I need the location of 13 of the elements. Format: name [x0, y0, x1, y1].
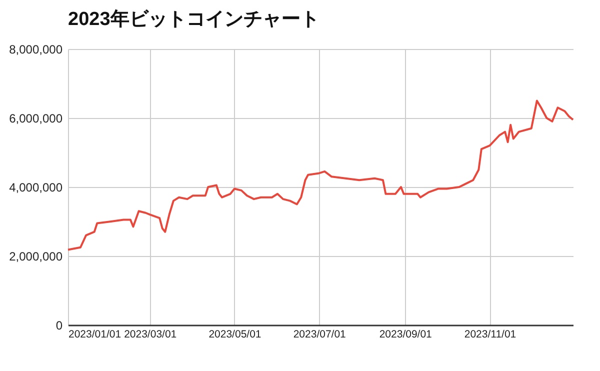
x-tick-label: 2023/09/01 [379, 328, 432, 340]
x-tick-label: 2023/11/01 [464, 328, 516, 340]
chart-title: 2023年ビットコインチャート [68, 9, 320, 30]
y-tick-label: 4,000,000 [9, 180, 63, 194]
y-tick-label: 6,000,000 [9, 112, 63, 126]
y-tick-label: 8,000,000 [9, 42, 63, 56]
x-tick-label: 2023/03/01 [124, 328, 177, 340]
x-tick-label: 2023/05/01 [208, 328, 262, 340]
y-tick-label: 0 [56, 318, 63, 332]
x-tick-label: 2023/01/01 [68, 328, 122, 340]
line-series [67, 100, 574, 251]
x-tick-label: 2023/07/01 [293, 328, 346, 340]
y-tick-label: 2,000,000 [9, 250, 63, 264]
